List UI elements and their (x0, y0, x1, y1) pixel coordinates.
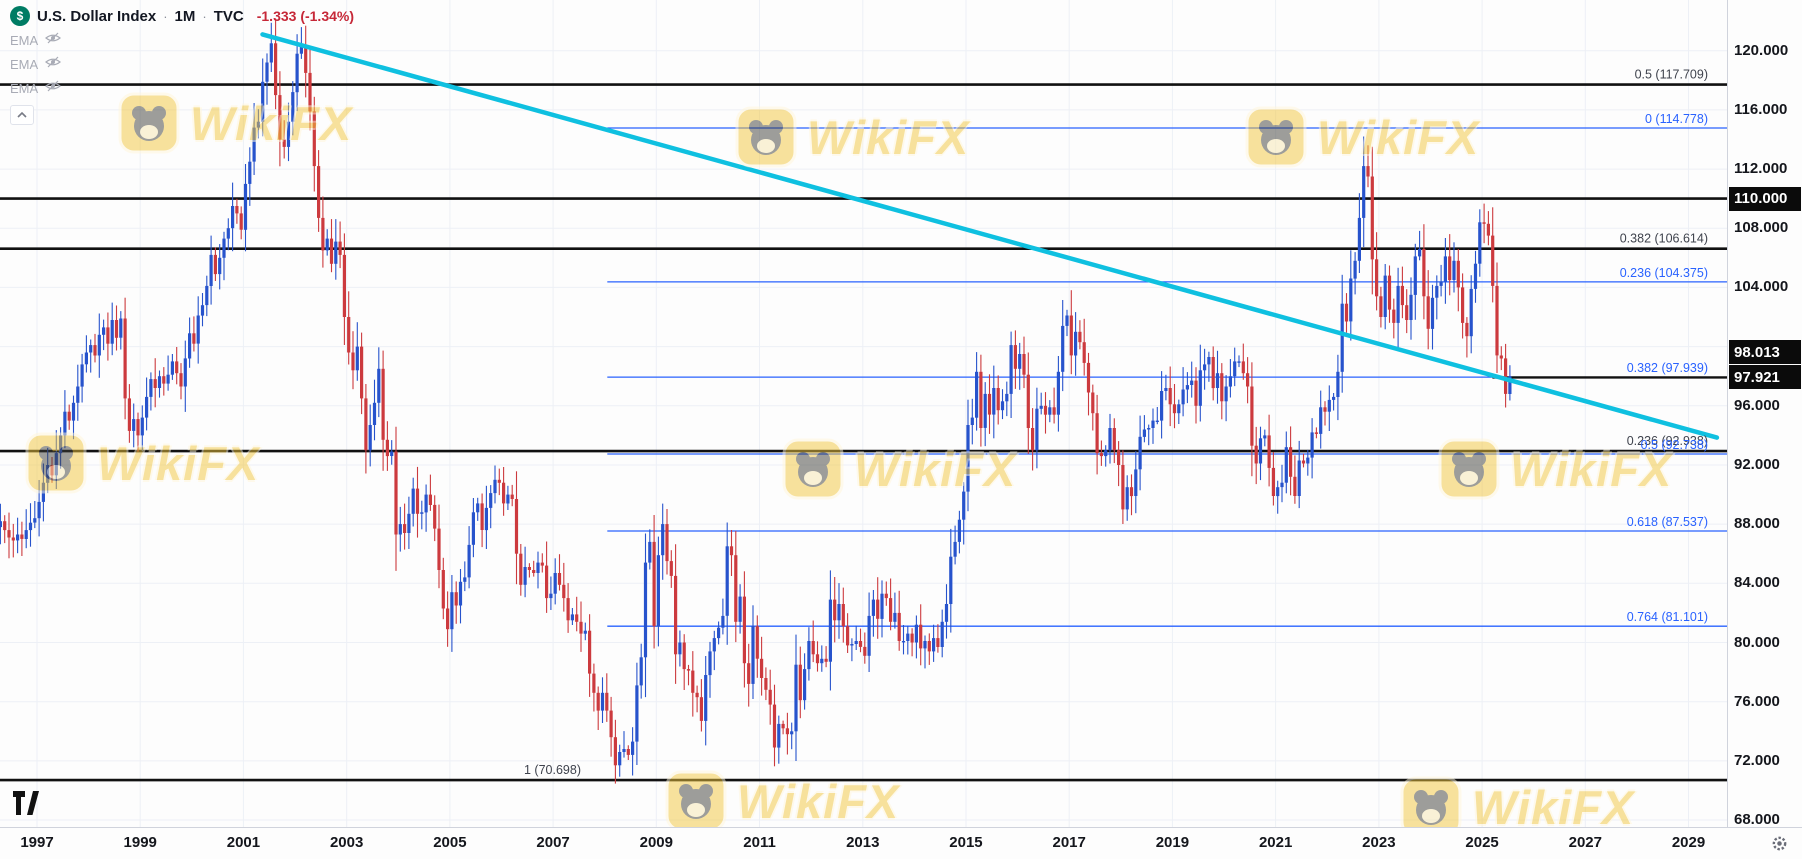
gear-icon[interactable] (1771, 835, 1788, 857)
time-tick: 2011 (743, 834, 776, 851)
time-tick: 2005 (433, 834, 467, 851)
fib-label: 0 (114.778) (1645, 112, 1708, 126)
indicator-row-ema-2[interactable]: EMA (10, 52, 354, 76)
price-tick: 80.000 (1734, 633, 1780, 651)
indicator-label[interactable]: EMA (10, 56, 39, 72)
indicator-label[interactable]: EMA (10, 80, 39, 96)
price-tick: 108.000 (1734, 219, 1789, 237)
indicator-row-ema-3[interactable]: EMA (10, 76, 354, 100)
time-axis[interactable]: 1997 1999 2001 2003 2005 2007 2009 2011 2013 2015… (0, 827, 1802, 859)
price-chart-canvas[interactable]: 0.5 (117.709) 0.382 (106.614) 0.236 (92.93… (0, 0, 1727, 827)
time-tick: 2029 (1671, 834, 1706, 851)
price-badge: 98.013 (1729, 340, 1801, 365)
price-tick: 72.000 (1734, 751, 1780, 769)
interval-button[interactable]: 1M (174, 7, 196, 25)
price-axis[interactable]: 120.000 116.000 112.000 108.000 104.000 96.00… (1727, 0, 1802, 829)
price-tick: 68.000 (1734, 811, 1780, 829)
time-tick: 2003 (329, 834, 364, 851)
exchange-label: TVC (213, 7, 244, 25)
time-tick: 2027 (1568, 834, 1602, 851)
indicator-label[interactable]: EMA (10, 32, 39, 48)
eye-off-icon[interactable] (45, 31, 62, 49)
eye-off-icon[interactable] (45, 55, 62, 73)
price-tick: 76.000 (1734, 692, 1780, 710)
price-badge: 110.000 (1729, 186, 1801, 211)
time-tick: 1999 (123, 834, 157, 851)
time-tick: 2009 (639, 834, 673, 851)
price-tick: 88.000 (1734, 515, 1780, 533)
indicator-row-ema-1[interactable]: EMA (10, 28, 354, 52)
time-tick: 2013 (846, 834, 880, 851)
time-tick: 1997 (20, 834, 54, 851)
time-tick: 2025 (1465, 834, 1499, 851)
price-tick: 112.000 (1734, 160, 1788, 178)
price-change: -1.333 (-1.34%) (256, 8, 355, 24)
chart-legend: $ U.S. Dollar Index · 1M · TVC -1.333 (-… (10, 4, 354, 125)
fib-label: 0.382 (97.939) (1627, 361, 1708, 375)
separator-dot: · (202, 8, 207, 24)
symbol-row: $ U.S. Dollar Index · 1M · TVC -1.333 (-… (10, 4, 354, 28)
time-tick: 2017 (1052, 834, 1086, 851)
time-tick: 2015 (949, 834, 983, 851)
price-tick: 92.000 (1734, 455, 1780, 473)
collapse-legend-button[interactable] (10, 105, 34, 125)
trendline[interactable] (260, 32, 1720, 440)
time-tick: 2019 (1155, 834, 1190, 851)
fib-label: 0.618 (87.537) (1627, 515, 1708, 529)
time-tick: 2007 (536, 834, 570, 851)
fib-label: 0.764 (81.101) (1627, 610, 1708, 624)
price-tick: 104.000 (1734, 278, 1789, 296)
chart-plot-area[interactable]: 0.5 (117.709) 0.382 (106.614) 0.236 (92.93… (0, 0, 1802, 838)
fib-label: 0.236 (92.938) (1627, 434, 1708, 448)
eye-off-icon[interactable] (45, 79, 62, 97)
time-tick: 2001 (226, 834, 261, 851)
fib-label: 0.5 (92.738) (1641, 438, 1708, 452)
fib-label: 1 (70.698) (524, 763, 581, 777)
price-tick: 96.000 (1734, 396, 1780, 414)
time-tick: 2023 (1362, 834, 1396, 851)
price-tick: 120.000 (1734, 41, 1789, 59)
fib-label: 0.5 (117.709) (1635, 68, 1708, 82)
price-tick: 84.000 (1734, 574, 1780, 592)
fib-label: 0.382 (106.614) (1620, 232, 1708, 246)
fib-label: 0.236 (104.375) (1620, 266, 1708, 280)
price-badge: 97.921 (1729, 365, 1801, 390)
separator-dot: · (163, 8, 168, 24)
price-tick: 116.000 (1734, 100, 1788, 118)
symbol-icon: $ (10, 6, 30, 26)
time-tick: 2021 (1258, 834, 1293, 851)
tradingview-logo[interactable] (12, 790, 40, 821)
symbol-name[interactable]: U.S. Dollar Index (37, 7, 157, 25)
